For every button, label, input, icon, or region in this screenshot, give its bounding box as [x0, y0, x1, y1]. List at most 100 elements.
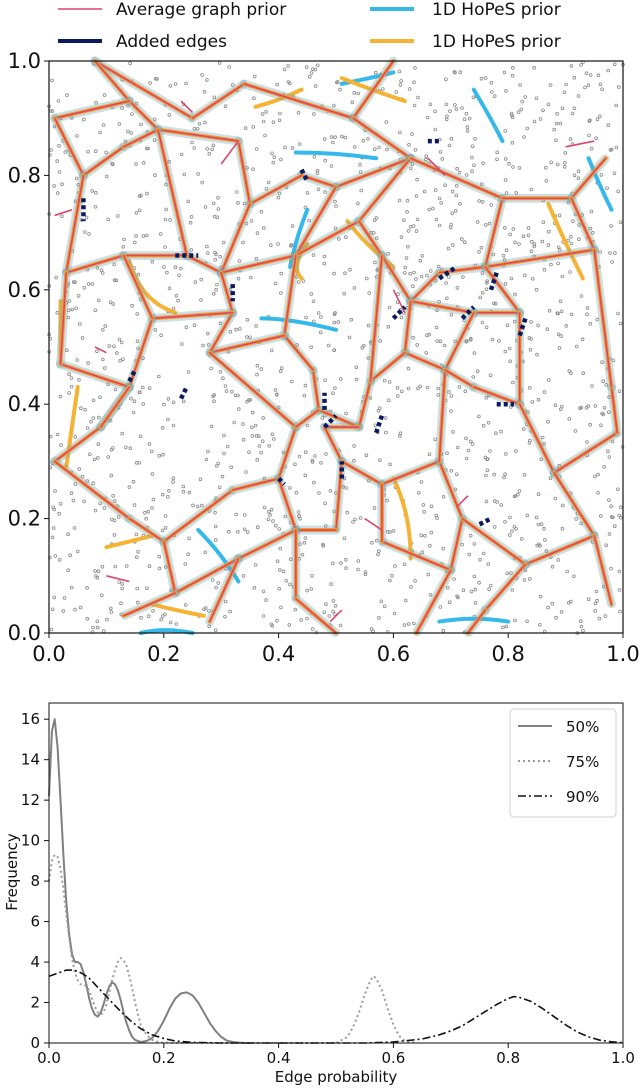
sample-point [503, 157, 508, 161]
sample-point [279, 157, 283, 162]
sample-point [428, 102, 433, 107]
sample-point [93, 569, 97, 573]
sample-point [271, 120, 276, 124]
sample-point [437, 196, 442, 201]
sample-point [71, 280, 76, 284]
sample-point [526, 226, 531, 230]
x-tick-label: 0.0 [37, 1049, 61, 1067]
sample-point [148, 81, 152, 85]
sample-point [569, 371, 573, 376]
added-edge [478, 516, 492, 527]
sample-point [331, 599, 336, 603]
sample-point [251, 125, 256, 129]
sample-point [230, 83, 235, 87]
sample-point [420, 550, 425, 554]
sample-point [187, 490, 192, 495]
graph-edge [283, 334, 314, 371]
graph-edge [358, 157, 412, 222]
sample-point [366, 356, 371, 360]
sample-point [376, 408, 381, 413]
sample-point [405, 198, 410, 203]
sample-point [546, 229, 551, 234]
graph-edge [369, 351, 406, 383]
sample-point [146, 146, 150, 151]
sample-point [586, 83, 591, 87]
sample-point [339, 561, 343, 565]
sample-point [548, 476, 553, 481]
sample-point [532, 244, 536, 249]
sample-point [270, 432, 275, 437]
sample-point [499, 429, 503, 434]
sample-point [545, 327, 550, 332]
sample-point [252, 96, 256, 100]
sample-point [163, 217, 168, 222]
sample-point [66, 315, 71, 320]
sample-point [460, 542, 464, 547]
graph-stub [565, 140, 595, 148]
sample-point [384, 430, 388, 435]
y-tick-label: 0.2 [8, 507, 41, 531]
sample-point [273, 281, 278, 286]
sample-point [174, 622, 179, 626]
sample-point [183, 562, 188, 566]
sample-point [544, 549, 549, 553]
histogram-frame [48, 702, 624, 1044]
sample-point [440, 157, 445, 161]
y-tick-label: 6 [30, 913, 40, 931]
hopes-orange-path [294, 242, 310, 281]
sample-point [120, 586, 124, 591]
sample-point [384, 120, 389, 124]
legend-label-added-edges: Added edges [116, 32, 227, 52]
sample-point [95, 575, 100, 580]
sample-point [428, 543, 432, 548]
sample-point [473, 601, 478, 605]
sample-point [203, 550, 208, 555]
sample-point [428, 269, 433, 273]
sample-point [462, 117, 467, 121]
sample-point [215, 282, 219, 287]
sample-point [320, 416, 325, 420]
sample-point [186, 552, 191, 556]
sample-point [391, 528, 396, 533]
sample-point [278, 111, 282, 116]
sample-point [507, 533, 512, 537]
sample-point [209, 366, 213, 371]
sample-point [260, 439, 265, 444]
sample-point [88, 452, 92, 457]
sample-point [86, 150, 90, 154]
sample-point [62, 596, 67, 600]
graph-edge [174, 557, 240, 594]
sample-point [134, 234, 138, 238]
sample-point [439, 201, 444, 205]
sample-point [75, 358, 79, 362]
sample-point [503, 129, 508, 133]
sample-point [352, 91, 357, 95]
sample-point [415, 217, 420, 222]
sample-point [216, 581, 221, 585]
sample-point [331, 609, 335, 614]
sample-point [212, 399, 216, 404]
sample-point [563, 161, 567, 165]
sample-point [112, 344, 116, 349]
sample-point [453, 70, 457, 75]
sample-point [323, 524, 328, 528]
sample-point [128, 61, 132, 66]
sample-point [413, 148, 418, 152]
added-edge [322, 414, 338, 429]
x-tick-label: 0.2 [152, 1049, 176, 1067]
sample-point [192, 323, 197, 328]
graph-edge [295, 186, 337, 257]
sample-point [77, 467, 81, 471]
sample-point [77, 377, 81, 382]
sample-point [95, 625, 100, 630]
sample-point [136, 346, 140, 351]
y-tick-label: 0 [30, 1034, 40, 1052]
sample-point [445, 585, 450, 590]
sample-point [449, 409, 453, 413]
sample-point [130, 303, 134, 308]
sample-point [67, 372, 71, 377]
sample-point [485, 457, 490, 461]
sample-point [213, 628, 218, 633]
sample-point [245, 317, 250, 322]
sample-point [73, 482, 78, 486]
